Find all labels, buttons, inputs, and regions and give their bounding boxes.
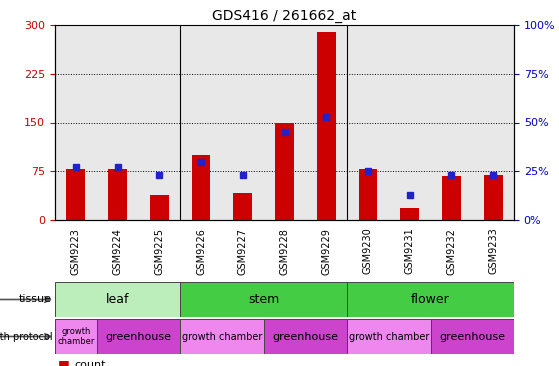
- Text: greenhouse: greenhouse: [439, 332, 505, 341]
- Bar: [234, 193, 252, 220]
- Bar: [442, 176, 461, 220]
- Bar: [192, 155, 210, 220]
- Bar: [430, 319, 514, 354]
- Bar: [347, 282, 514, 317]
- Text: tissue: tissue: [19, 295, 52, 305]
- Text: greenhouse: greenhouse: [106, 332, 172, 341]
- Text: growth chamber: growth chamber: [182, 332, 262, 341]
- Bar: [55, 319, 97, 354]
- Text: growth chamber: growth chamber: [349, 332, 429, 341]
- Text: ■: ■: [58, 358, 69, 366]
- Bar: [358, 169, 377, 220]
- Bar: [347, 319, 430, 354]
- Text: count: count: [74, 359, 106, 366]
- Text: growth protocol: growth protocol: [0, 332, 52, 341]
- Text: greenhouse: greenhouse: [272, 332, 338, 341]
- Bar: [264, 319, 347, 354]
- Bar: [108, 169, 127, 220]
- Text: flower: flower: [411, 293, 450, 306]
- Bar: [67, 169, 86, 220]
- Bar: [180, 319, 264, 354]
- Bar: [400, 208, 419, 220]
- Bar: [484, 175, 503, 220]
- Text: growth
chamber: growth chamber: [57, 327, 94, 346]
- Bar: [150, 195, 169, 220]
- Bar: [317, 31, 335, 220]
- Text: stem: stem: [248, 293, 280, 306]
- Title: GDS416 / 261662_at: GDS416 / 261662_at: [212, 8, 357, 23]
- Text: leaf: leaf: [106, 293, 129, 306]
- Bar: [180, 282, 347, 317]
- Bar: [55, 282, 180, 317]
- Bar: [275, 123, 294, 220]
- Bar: [97, 319, 180, 354]
